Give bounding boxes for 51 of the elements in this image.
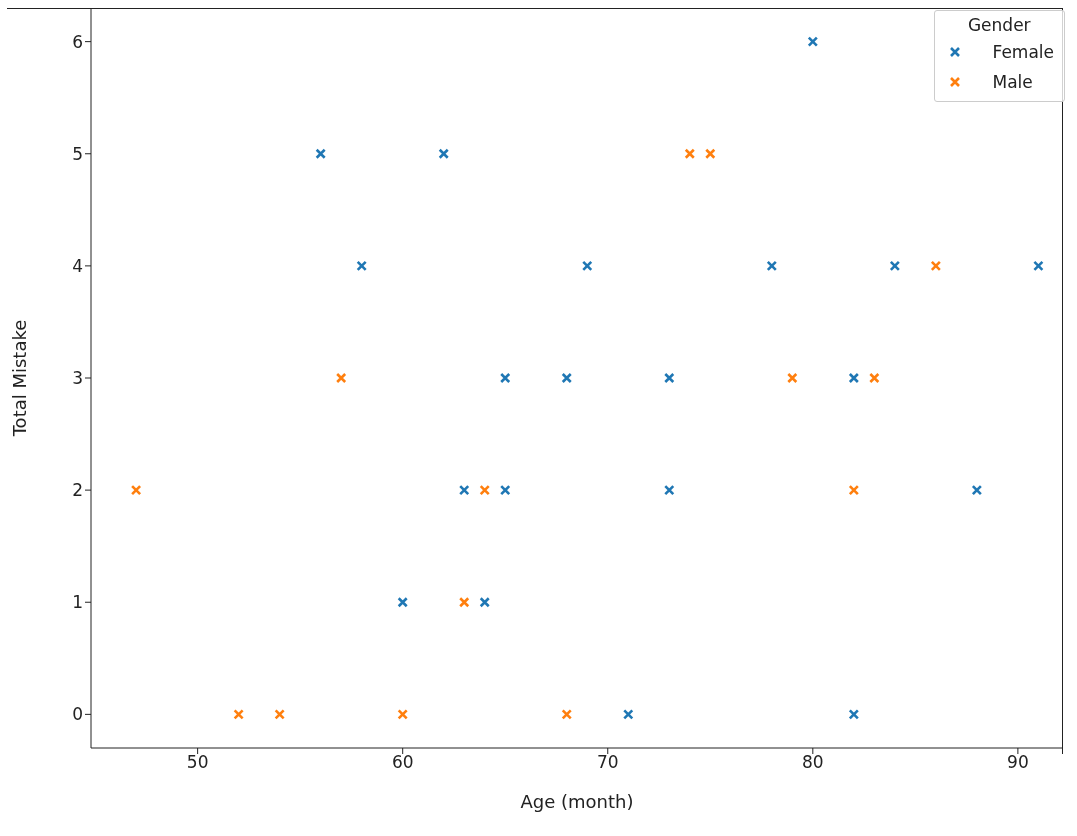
point [335,372,347,384]
y-axis-title: Total Mistake [9,319,31,438]
point [869,372,880,384]
point [458,596,470,608]
legend-title: Gender [966,15,1032,35]
y-tick-label: 3 [72,368,83,389]
point [315,148,326,160]
point [704,148,716,160]
point [130,484,142,496]
y-tick-label: 2 [72,480,83,501]
point [479,596,491,608]
point [356,260,367,272]
point [971,484,983,496]
x-tick-label: 80 [802,752,824,773]
point [787,372,798,384]
point [848,372,860,384]
point [766,260,778,272]
point [889,260,901,272]
point [499,372,511,384]
point [807,36,819,47]
point [561,372,573,384]
point [930,260,942,272]
y-tick-label: 5 [72,143,83,164]
point [848,484,860,496]
x-tick-label: 50 [186,752,209,773]
point [848,709,860,720]
point [274,709,285,720]
point [458,484,470,496]
point [663,372,675,384]
point [397,596,408,608]
point [499,484,511,496]
point [233,709,244,720]
x-tick-label: 60 [391,752,414,773]
legend-label: Female [992,42,1054,62]
point [561,709,573,720]
y-tick-label: 1 [72,592,83,613]
point [581,260,593,272]
legend-label: Male [992,72,1033,92]
point [479,484,491,496]
y-tick-label: 0 [72,704,83,725]
y-tick-label: 4 [72,255,83,276]
point [684,148,696,160]
point [438,148,450,160]
point [663,484,675,496]
point [1033,260,1044,272]
point [622,709,634,720]
point [397,709,408,720]
x-tick-label: 90 [1007,752,1029,773]
y-tick-label: 6 [72,31,83,52]
x-axis-title: Age (month) [520,791,634,812]
x-tick-label: 70 [596,752,619,773]
